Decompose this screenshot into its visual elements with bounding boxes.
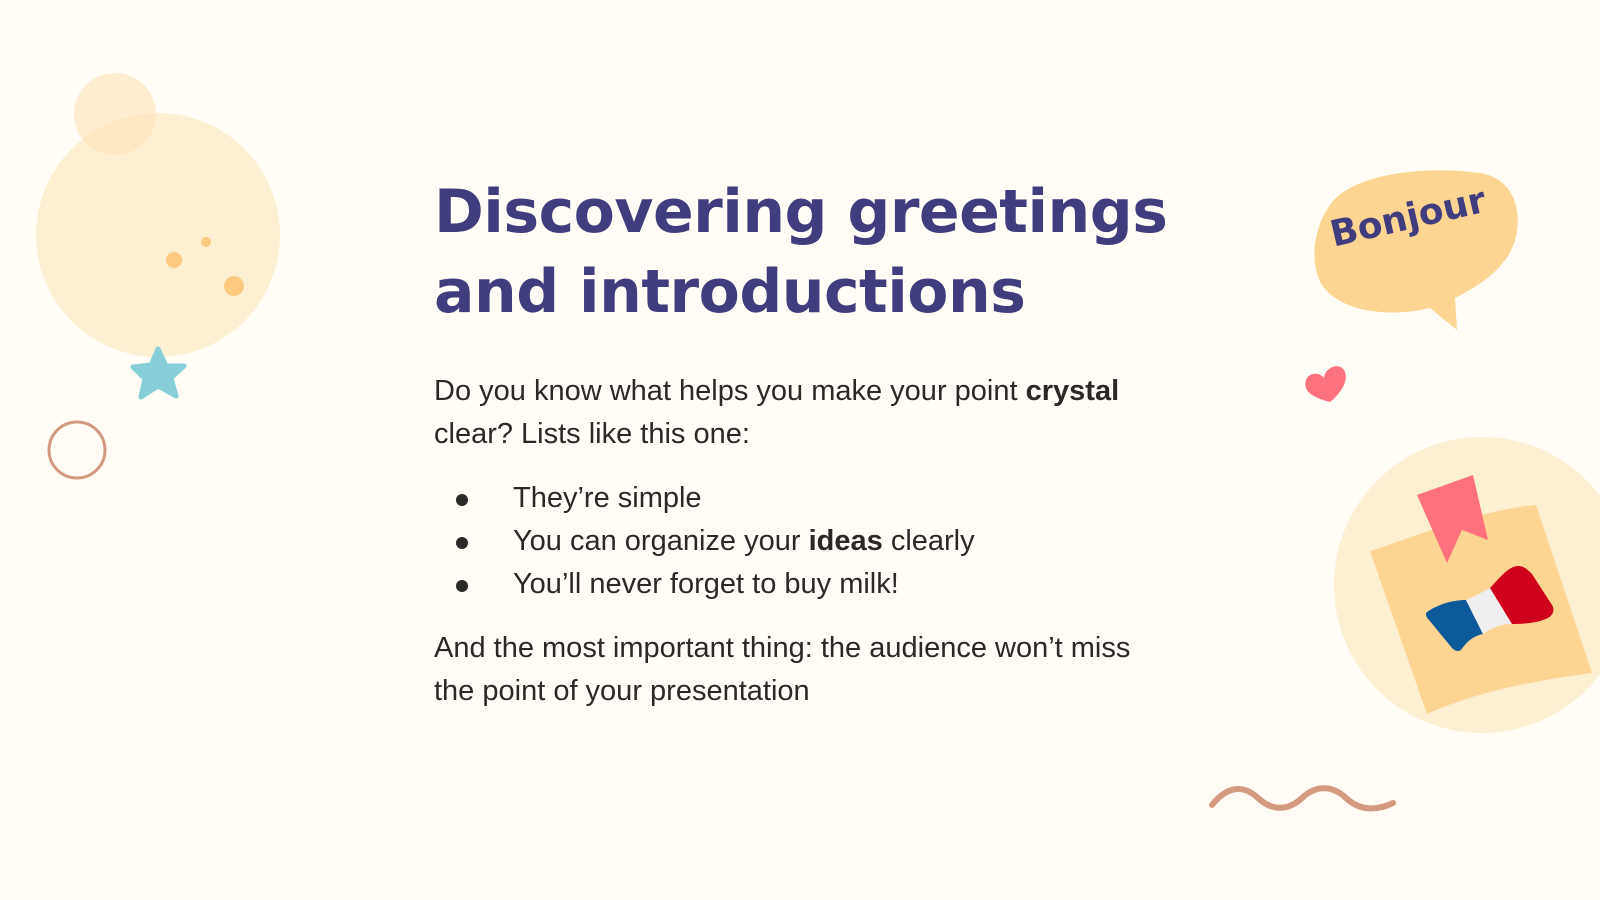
star-icon [130, 346, 187, 400]
intro-paragraph: Do you know what helps you make your poi… [434, 370, 1194, 456]
slide-body: Do you know what helps you make your poi… [434, 370, 1194, 713]
bullet-icon [456, 537, 468, 549]
bookmark-icon [1417, 475, 1488, 563]
bullet-icon [456, 494, 468, 506]
list-item: They’re simple [434, 477, 1194, 520]
list-item-text: You can organize your [513, 525, 809, 557]
intro-text: Do you know what helps you make your poi… [434, 375, 1026, 407]
circle-decoration [36, 73, 280, 357]
ring-decoration [47, 420, 107, 480]
bullet-list: They’re simple You can organize your ide… [434, 477, 1194, 606]
wave-decoration [1209, 785, 1396, 812]
list-item: You can organize your ideas clearly [434, 520, 1194, 563]
bullet-icon [456, 580, 468, 592]
closing-paragraph: And the most important thing: the audien… [434, 632, 1131, 707]
speech-bubble [1314, 170, 1518, 330]
title-line-1: Discovering greetings [434, 177, 1168, 247]
slide-title: Discovering greetings and introductions [434, 172, 1168, 332]
list-item: You’ll never forget to buy milk! [434, 563, 1194, 606]
list-item-text-end: clearly [882, 525, 975, 557]
list-item-text: They’re simple [513, 482, 702, 514]
title-line-2: and introductions [434, 257, 1026, 327]
intro-bold: crystal [1025, 375, 1120, 407]
list-item-text: You’ll never forget to buy milk! [513, 568, 899, 600]
list-item-bold: ideas [808, 525, 883, 557]
intro-text-end: clear? Lists like this one: [434, 418, 750, 450]
french-flag-icon [1425, 566, 1554, 652]
heart-icon [1305, 366, 1346, 402]
